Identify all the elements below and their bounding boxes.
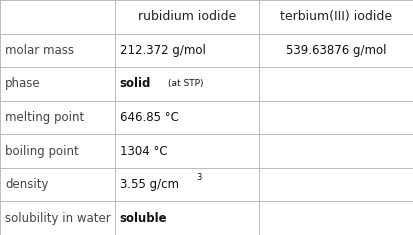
Text: rubidium iodide: rubidium iodide [138, 10, 236, 23]
Text: terbium(III) iodide: terbium(III) iodide [280, 10, 392, 23]
Text: boiling point: boiling point [5, 145, 79, 158]
Text: 1304 °C: 1304 °C [120, 145, 167, 158]
Text: (at STP): (at STP) [168, 79, 203, 88]
Text: 539.63876 g/mol: 539.63876 g/mol [285, 44, 386, 57]
Text: soluble: soluble [120, 212, 167, 225]
Text: 3.55 g/cm: 3.55 g/cm [120, 178, 179, 191]
Text: phase: phase [5, 77, 40, 90]
Text: density: density [5, 178, 48, 191]
Text: melting point: melting point [5, 111, 84, 124]
Text: 3: 3 [197, 173, 202, 182]
Text: molar mass: molar mass [5, 44, 74, 57]
Text: solid: solid [120, 77, 151, 90]
Text: solubility in water: solubility in water [5, 212, 111, 225]
Text: 646.85 °C: 646.85 °C [120, 111, 179, 124]
Text: 212.372 g/mol: 212.372 g/mol [120, 44, 206, 57]
